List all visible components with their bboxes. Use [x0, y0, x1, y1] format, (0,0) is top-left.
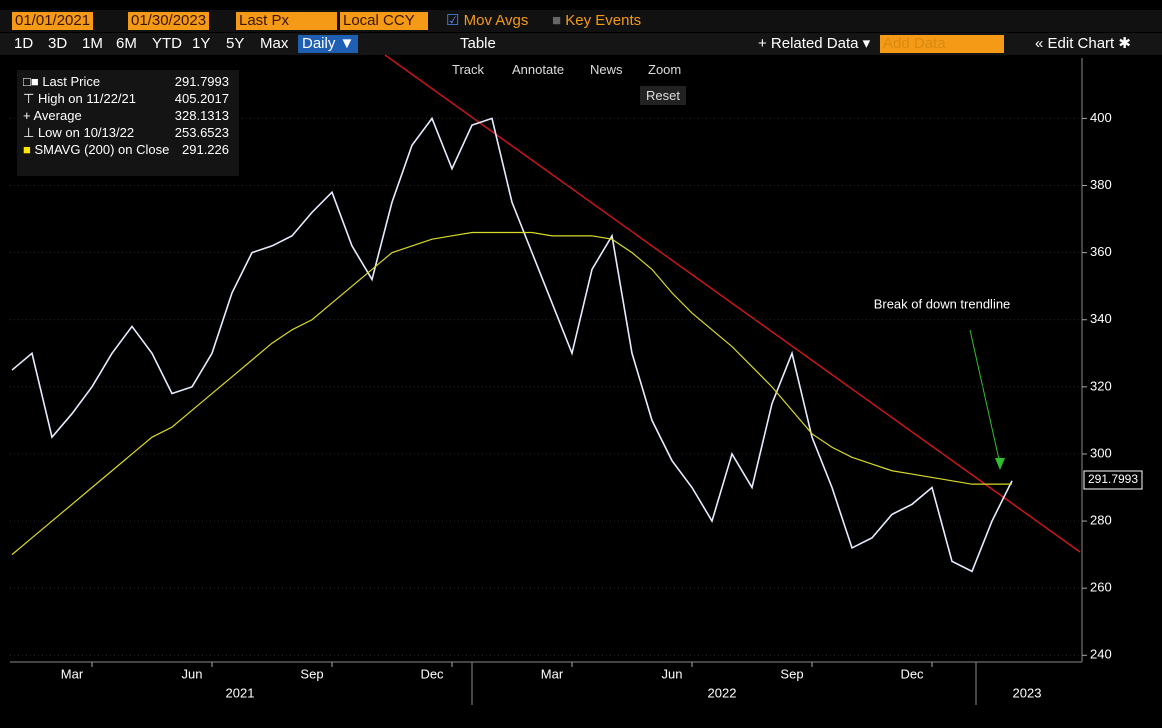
edit-chart[interactable]: « Edit Chart ✱ [1035, 35, 1131, 52]
related-data[interactable]: + Related Data ▾ [758, 35, 871, 52]
annotation-arrow [969, 329, 1001, 465]
table[interactable]: Table [460, 35, 496, 52]
x-tick-label: Mar [61, 666, 84, 681]
period-button[interactable]: 5Y [226, 35, 245, 52]
legend-value: 291.226 [182, 142, 229, 157]
y-tick-label: 340 [1090, 311, 1112, 326]
series-line [11, 231, 1012, 556]
y-tick-label: 400 [1090, 110, 1112, 125]
trendline [384, 54, 1081, 553]
last-price-tag [1083, 470, 1143, 490]
legend-row: ⊥ Low on 10/13/22 253.6523 [23, 124, 233, 141]
y-tick-label: 300 [1090, 445, 1112, 460]
x-tick-label: Mar [541, 666, 564, 681]
x-tick-label: Sep [300, 666, 323, 681]
toolbar-top: 01/01/2021 01/30/2023 Last Px Local CCY … [0, 10, 1162, 32]
legend-label: SMAVG (200) on Close [34, 142, 170, 157]
annotate[interactable]: Annotate [512, 62, 565, 77]
period-button[interactable]: 1M [82, 35, 103, 52]
x-tick-label: Dec [900, 666, 924, 681]
news[interactable]: News [590, 62, 623, 77]
legend: □■ Last Price 291.7993 ⊤ High on 11/22/21… [17, 70, 239, 176]
frequency[interactable]: Daily ▼ [298, 35, 359, 53]
track[interactable]: Track [452, 62, 485, 77]
field[interactable]: Last Px [236, 12, 337, 30]
y-tick-label: 260 [1090, 580, 1112, 595]
mov-avgs[interactable]: ☑ Mov Avgs [446, 12, 528, 30]
period-button[interactable]: 1D [14, 35, 34, 52]
x-tick-label: Sep [780, 666, 803, 681]
last-price-label: 291.7993 [1088, 472, 1138, 486]
end-date[interactable]: 01/30/2023 [128, 12, 210, 30]
legend-value: 253.6523 [174, 125, 229, 140]
x-tick-label: Jun [662, 666, 683, 681]
legend-value: 328.1313 [174, 108, 229, 123]
legend-label: ⊤ [23, 91, 38, 106]
legend-row: ⊤ High on 11/22/21 405.2017 [23, 90, 233, 107]
period-button[interactable]: YTD [152, 35, 182, 52]
legend-value: 291.7993 [174, 74, 229, 89]
checkbox: ☑ [446, 12, 460, 29]
key-events-label: Key Events [565, 12, 642, 29]
y-tick-label: 280 [1090, 513, 1112, 528]
legend-label: + [23, 108, 34, 123]
legend-swatch: ■ [23, 142, 35, 157]
period-button[interactable]: 1Y [192, 35, 211, 52]
legend-label: ⊥ [23, 125, 38, 140]
currency[interactable]: Local CCY [340, 12, 428, 30]
legend-label: Average [33, 108, 82, 123]
y-tick-label: 380 [1090, 177, 1112, 192]
year-label: 2021 [226, 685, 255, 700]
legend-row: □■ Last Price 291.7993 [23, 73, 233, 90]
legend-row: ■ SMAVG (200) on Close 291.226 [23, 141, 233, 158]
year-label: 2023 [1013, 685, 1042, 700]
legend-row: + Average 328.1313 [23, 107, 233, 124]
toolbar-bottom: 1D 3D 1M 6M YTD 1Y 5Y Max Daily ▼ Table + Relat… [0, 33, 1162, 55]
series-line [11, 116, 1013, 573]
year-label: 2022 [708, 685, 737, 700]
x-tick-label: Jun [182, 666, 203, 681]
arrow-head [995, 458, 1005, 470]
legend-label: Last Price [42, 74, 101, 89]
y-tick-label: 320 [1090, 378, 1112, 393]
reset[interactable]: Reset [640, 86, 686, 105]
legend-value: 405.2017 [174, 91, 229, 106]
legend-label: Low on 10/13/22 [37, 125, 135, 140]
y-tick-label: 360 [1090, 244, 1112, 259]
period-button[interactable]: 3D [48, 35, 68, 52]
zoom[interactable]: Zoom [648, 62, 682, 77]
period-button[interactable]: 6M [116, 35, 137, 52]
mov-avgs-label: Mov Avgs [463, 12, 529, 29]
start-date[interactable]: 01/01/2021 [12, 12, 94, 30]
checkbox: ■ [552, 12, 562, 29]
x-tick-label: Dec [420, 666, 444, 681]
period-button[interactable]: Max [260, 35, 289, 52]
annotation: Break of down trendline [874, 296, 1011, 311]
add-data[interactable]: Add Data [880, 35, 1004, 53]
legend-label: □■ [23, 74, 43, 89]
legend-label: High on 11/22/21 [37, 91, 136, 106]
key-events[interactable]: ■ Key Events [552, 12, 641, 30]
y-tick-label: 240 [1090, 647, 1112, 662]
